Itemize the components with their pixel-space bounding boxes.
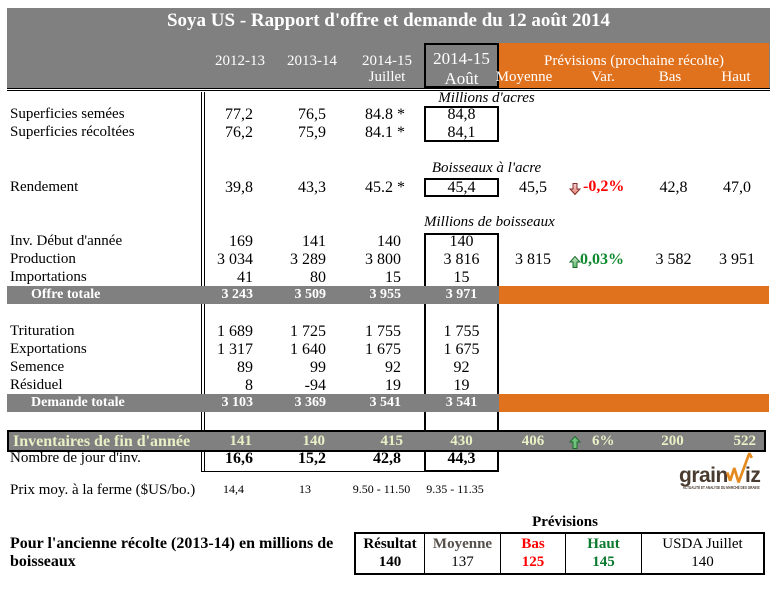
svg-text:iz: iz [745, 464, 760, 487]
svg-text:ACTUALITÉ ET ANALYSE DU MARCHÉ: ACTUALITÉ ET ANALYSE DU MARCHÉ DES GRAIN… [683, 485, 760, 490]
svg-text:grain: grain [679, 464, 728, 487]
